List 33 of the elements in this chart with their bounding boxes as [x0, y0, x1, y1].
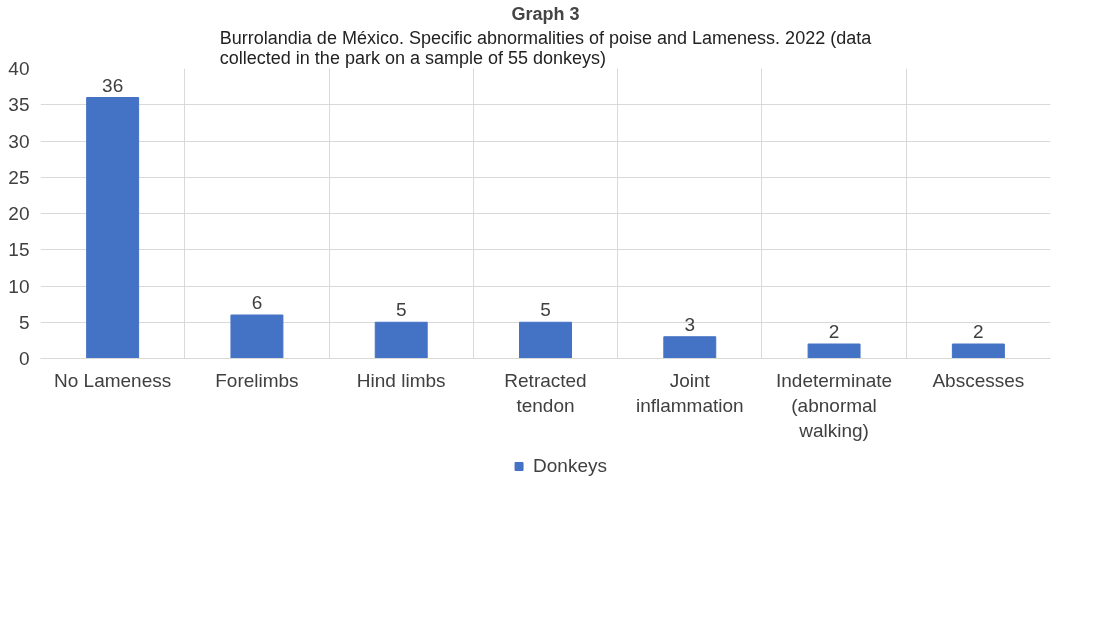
- legend-label: Donkeys: [533, 454, 607, 477]
- bar: [230, 314, 284, 359]
- bar: [807, 343, 861, 359]
- chart-title: Graph 3: [511, 3, 580, 24]
- bar: [663, 336, 717, 359]
- x-tick-label: No Lameness: [54, 369, 172, 391]
- x-tick-label: Joint inflammation: [635, 369, 744, 416]
- data-label: 2: [828, 321, 840, 342]
- y-tick-label: 20: [8, 203, 30, 224]
- x-tick-label: Retracted tendon: [504, 369, 587, 416]
- bar: [374, 321, 428, 359]
- y-tick-label: 0: [18, 348, 30, 369]
- x-tick-label: Hind limbs: [356, 369, 446, 391]
- y-tick-label: 30: [8, 130, 30, 152]
- y-tick-label: 25: [8, 166, 30, 188]
- x-tick-label: Forelimbs: [215, 369, 299, 391]
- data-label: 3: [684, 313, 696, 335]
- data-label: 2: [973, 321, 984, 342]
- x-tick-label: Abscesses: [932, 369, 1025, 391]
- y-tick-label: 10: [8, 275, 30, 297]
- x-tick-label: Indeterminate (abnormal walking): [775, 369, 893, 441]
- bar: [86, 97, 140, 359]
- y-tick-label: 5: [18, 311, 30, 333]
- data-label: 5: [395, 299, 407, 321]
- bar: [951, 343, 1005, 359]
- y-tick-label: 40: [8, 58, 30, 79]
- y-tick-label: 35: [8, 94, 30, 116]
- data-label: 36: [102, 74, 124, 96]
- bar: [519, 321, 572, 359]
- data-label: 5: [540, 299, 551, 321]
- chart-subtitle: Burrolandia de México. Specific abnormalities of poise and Lameness. 2022 (data collected in the park on a sample of 55 donkeys): [219, 27, 873, 68]
- data-label: 6: [251, 292, 263, 313]
- y-tick-label: 15: [8, 239, 30, 261]
